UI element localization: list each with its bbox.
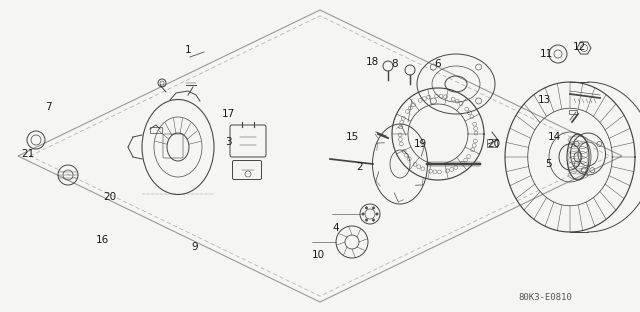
Circle shape — [372, 219, 374, 221]
Text: 20: 20 — [488, 139, 500, 149]
Text: 10: 10 — [312, 250, 324, 260]
Text: 3: 3 — [225, 137, 231, 147]
Circle shape — [365, 219, 368, 221]
Text: 7: 7 — [45, 102, 51, 112]
Circle shape — [362, 213, 364, 215]
Text: 17: 17 — [221, 109, 235, 119]
Circle shape — [376, 213, 378, 215]
Text: 18: 18 — [365, 57, 379, 67]
Text: 2: 2 — [356, 162, 364, 172]
Bar — [150, 127, 162, 133]
Text: 20: 20 — [104, 192, 116, 202]
Text: 11: 11 — [540, 49, 552, 59]
Text: 8: 8 — [392, 59, 398, 69]
Circle shape — [365, 207, 368, 209]
Bar — [569, 110, 577, 114]
Text: 80K3-E0810: 80K3-E0810 — [518, 293, 572, 301]
Text: 16: 16 — [95, 235, 109, 245]
Bar — [487, 139, 497, 147]
Text: 21: 21 — [21, 149, 35, 159]
Text: 13: 13 — [538, 95, 550, 105]
Text: 9: 9 — [192, 242, 198, 252]
Text: 14: 14 — [547, 132, 561, 142]
Text: 15: 15 — [346, 132, 358, 142]
Text: 5: 5 — [545, 159, 551, 169]
Text: 19: 19 — [413, 139, 427, 149]
Text: 4: 4 — [333, 223, 339, 233]
Text: 1: 1 — [185, 45, 191, 55]
Text: 6: 6 — [435, 59, 442, 69]
Circle shape — [372, 207, 374, 209]
Text: 12: 12 — [572, 42, 586, 52]
